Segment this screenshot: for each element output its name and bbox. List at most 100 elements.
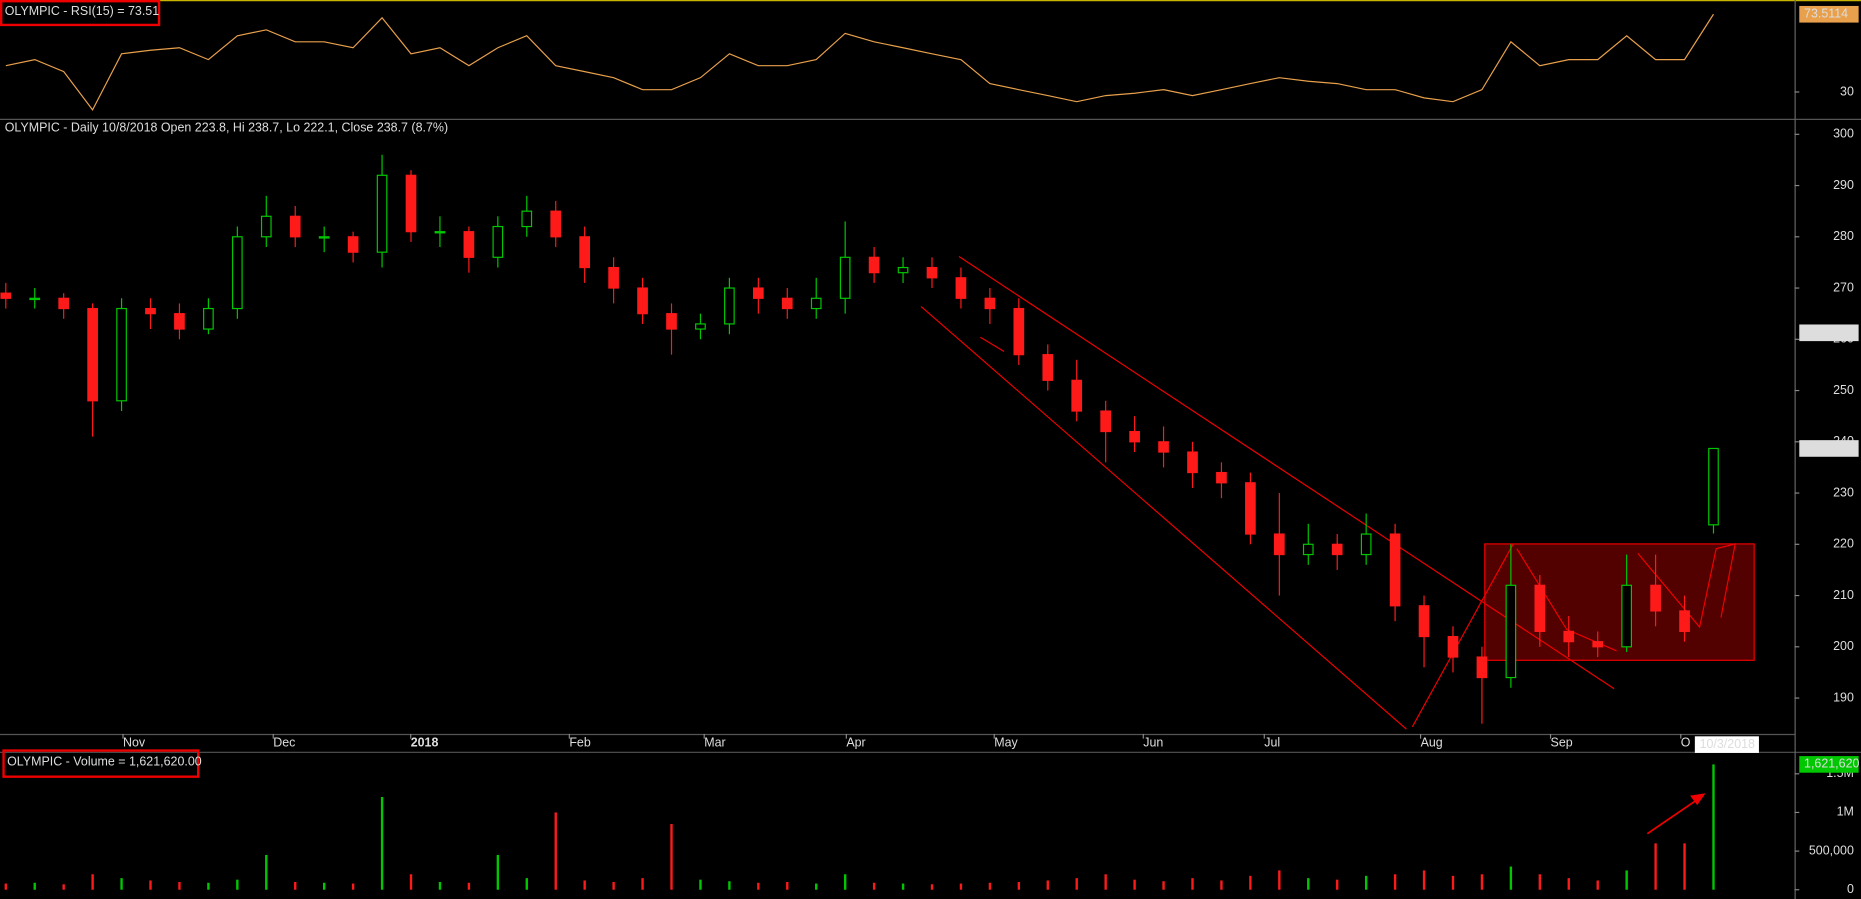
last-close-label-bg (1799, 440, 1859, 457)
volume-bar (149, 880, 152, 890)
candle-body (1650, 584, 1661, 612)
volume-bar (380, 796, 384, 890)
range-box (1484, 543, 1755, 661)
volume-bar (1075, 878, 1078, 890)
y-tick-label: 500,000 (1809, 843, 1854, 857)
y-tick-label: 300 (1833, 127, 1854, 141)
volume-bar (1307, 878, 1310, 890)
candle-body (1505, 584, 1517, 679)
x-tick-label: Aug (1421, 736, 1443, 750)
volume-last-label: 1,621,620 (1804, 757, 1859, 771)
volume-bar (815, 883, 818, 890)
candle-body (1389, 533, 1401, 607)
candle-body (463, 231, 475, 258)
candle-body (1158, 441, 1169, 453)
y-tick-label: 200 (1833, 639, 1854, 653)
trend-line (920, 305, 1407, 730)
y-tick-label: 1M (1837, 805, 1854, 819)
y-tick-label: 30 (1840, 84, 1854, 98)
volume-bar (62, 884, 65, 890)
volume-bar (207, 882, 210, 890)
highlight-box (2, 749, 200, 778)
arrow-head (1690, 793, 1706, 806)
volume-bar (612, 881, 615, 890)
y-tick-label: 230 (1833, 485, 1854, 499)
volume-bar (1451, 875, 1455, 890)
candle-body (145, 307, 156, 315)
candle-body (579, 236, 591, 269)
candle-body (868, 256, 880, 274)
trend-line (980, 336, 1005, 353)
x-tick-label: Mar (704, 736, 725, 750)
candle-body (405, 174, 417, 233)
candle-body (232, 236, 243, 310)
volume-bar (1220, 880, 1223, 890)
rsi-title: OLYMPIC - RSI(15) = 73.51 (5, 4, 159, 18)
volume-bar (438, 881, 442, 890)
volume-bar (4, 883, 7, 890)
volume-bar (1249, 875, 1252, 890)
rsi-last-label-bg (1799, 5, 1859, 23)
volume-bar (988, 882, 992, 890)
volume-bar (1480, 874, 1484, 890)
volume-bar (641, 878, 644, 890)
volume-bar (872, 882, 876, 890)
candle-body (984, 297, 996, 310)
volume-bar (1104, 874, 1107, 890)
volume-bar (1364, 875, 1368, 890)
volume-bar (1712, 764, 1715, 890)
volume-bar (901, 883, 905, 890)
volume-bar (843, 874, 847, 890)
volume-bar (1509, 866, 1513, 890)
volume-bar (930, 884, 934, 890)
candle-body (1447, 635, 1459, 658)
candle-body (1476, 656, 1488, 679)
candle-body (174, 313, 185, 330)
volume-bar (1017, 881, 1021, 890)
volume-bar (583, 880, 586, 890)
x-tick-label: Sep (1551, 736, 1573, 750)
candle-body (58, 297, 70, 310)
candle-body (376, 174, 388, 253)
volume-bar (91, 874, 94, 890)
candle-body (839, 256, 851, 299)
volume-bar (525, 878, 528, 890)
candle-body (1100, 410, 1112, 433)
volume-bar (1046, 880, 1049, 890)
candle-body (1273, 533, 1285, 556)
volume-bar (959, 883, 963, 890)
candle-body (1621, 584, 1633, 648)
rsi-last-label: 73.5114 (1804, 7, 1848, 21)
volume-bar (409, 874, 413, 890)
highlight-box (0, 0, 161, 27)
candle-body (1708, 447, 1719, 526)
candle-body (1129, 430, 1140, 443)
candle-body (29, 297, 41, 301)
volume-bar (554, 812, 557, 890)
candle-body (434, 231, 446, 234)
candle-body (116, 307, 127, 402)
volume-bar (1133, 879, 1136, 890)
price-marker-bg (1799, 324, 1859, 342)
volume-bar (757, 882, 760, 890)
volume-bar (236, 879, 239, 890)
candle-body (810, 297, 822, 310)
candle-body (1592, 641, 1604, 648)
candle-body (1245, 482, 1256, 535)
volume-bar (351, 883, 355, 890)
y-tick-label: 280 (1833, 229, 1854, 243)
candle-body (260, 215, 272, 238)
candle-body (1302, 543, 1314, 556)
x-tick-label: 2018 (411, 736, 439, 750)
candle-body (1418, 605, 1430, 638)
drawings (920, 256, 1755, 835)
cursor-date-bg (1694, 736, 1759, 753)
candle-body (926, 266, 938, 279)
volume-bar (496, 854, 500, 890)
candle-body (1013, 307, 1025, 356)
y-tick-label: 210 (1833, 588, 1854, 602)
rsi-line (5, 13, 1714, 111)
volume-bar (294, 881, 297, 890)
volume-bar (728, 881, 731, 890)
